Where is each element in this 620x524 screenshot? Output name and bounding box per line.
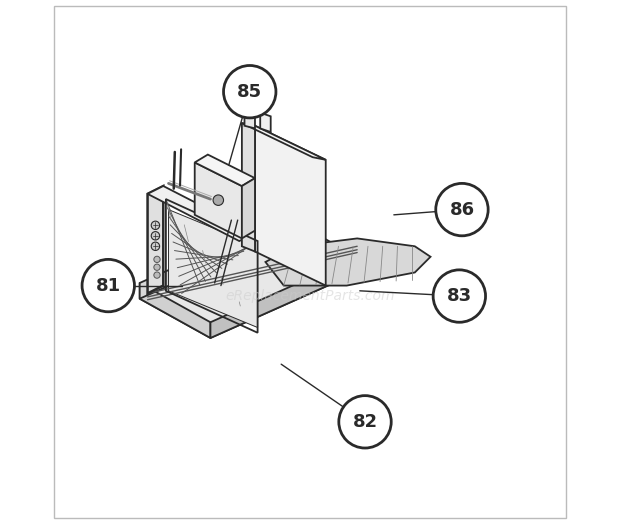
Polygon shape bbox=[242, 123, 255, 252]
Text: 85: 85 bbox=[237, 83, 262, 101]
Polygon shape bbox=[210, 257, 357, 338]
Polygon shape bbox=[195, 162, 242, 238]
Polygon shape bbox=[148, 186, 163, 293]
Polygon shape bbox=[195, 155, 255, 186]
Text: 86: 86 bbox=[450, 201, 474, 219]
Polygon shape bbox=[140, 283, 210, 338]
Polygon shape bbox=[242, 178, 255, 238]
Polygon shape bbox=[255, 126, 326, 286]
Circle shape bbox=[436, 183, 488, 236]
Text: 81: 81 bbox=[95, 277, 121, 294]
Polygon shape bbox=[286, 217, 357, 272]
Circle shape bbox=[82, 259, 135, 312]
Circle shape bbox=[154, 256, 160, 263]
Polygon shape bbox=[148, 186, 255, 241]
Polygon shape bbox=[265, 238, 430, 286]
Circle shape bbox=[151, 232, 159, 240]
Text: 83: 83 bbox=[447, 287, 472, 305]
Circle shape bbox=[224, 66, 276, 118]
Polygon shape bbox=[140, 217, 286, 299]
Circle shape bbox=[154, 264, 160, 270]
Circle shape bbox=[154, 272, 160, 278]
Circle shape bbox=[151, 221, 159, 230]
Polygon shape bbox=[140, 233, 357, 338]
Text: eReplacementParts.com: eReplacementParts.com bbox=[225, 289, 395, 303]
Circle shape bbox=[433, 270, 485, 322]
Polygon shape bbox=[169, 210, 257, 328]
Circle shape bbox=[339, 396, 391, 448]
Text: 82: 82 bbox=[352, 413, 378, 431]
Polygon shape bbox=[260, 113, 271, 132]
Circle shape bbox=[213, 195, 224, 205]
Circle shape bbox=[151, 242, 159, 250]
Polygon shape bbox=[244, 110, 255, 128]
Polygon shape bbox=[242, 123, 326, 160]
